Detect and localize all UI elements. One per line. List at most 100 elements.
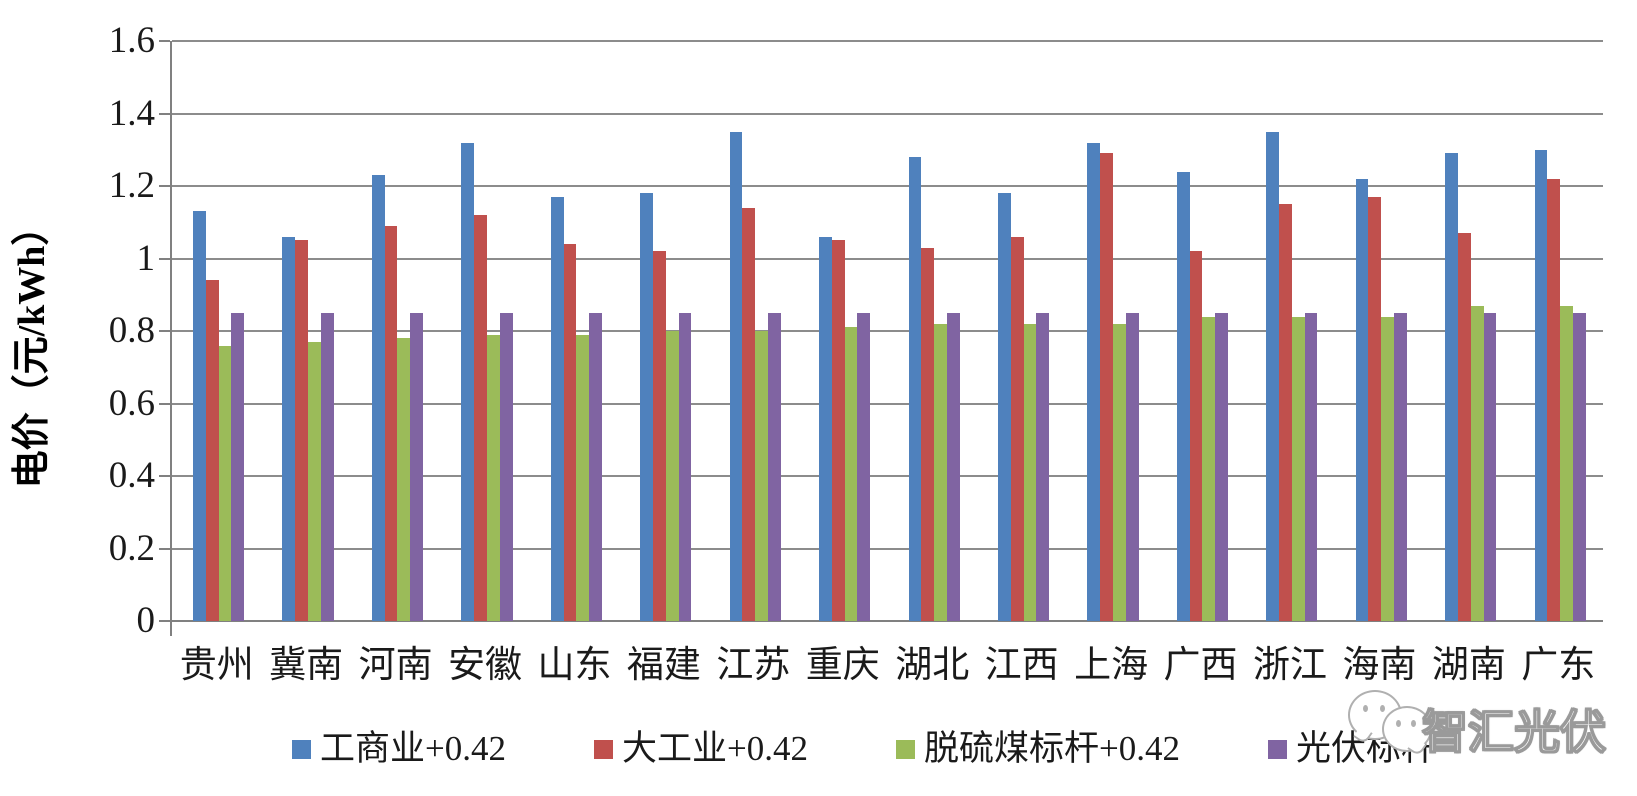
- y-axis-line: [170, 41, 172, 636]
- y-axis-tick-label: 0: [136, 600, 156, 641]
- legend-label: 工商业+0.42: [320, 729, 506, 768]
- y-tick-mark: [159, 185, 170, 187]
- legend-item: 工商业+0.42: [292, 728, 506, 770]
- x-axis-category-label: 广西: [1163, 645, 1238, 686]
- bar: [768, 312, 781, 621]
- gridline: [172, 547, 1603, 550]
- bar: [1381, 316, 1395, 621]
- x-axis-category-label: 贵州: [179, 645, 254, 686]
- bar: [1572, 312, 1586, 621]
- y-axis-tick-label: 1: [136, 237, 156, 279]
- legend-swatch-icon: [1268, 739, 1287, 759]
- gridline: [172, 402, 1603, 405]
- bar: [831, 240, 845, 621]
- bar: [589, 312, 602, 621]
- bar: [1010, 236, 1024, 621]
- x-axis-category-label: 山东: [537, 645, 612, 686]
- bar: [819, 236, 832, 621]
- bar: [499, 312, 513, 621]
- bar: [397, 338, 411, 621]
- legend-swatch-icon: [594, 739, 613, 759]
- bar: [576, 334, 590, 621]
- wechat-bubble-icon: [1382, 706, 1432, 757]
- x-axis-category-label: 海南: [1342, 645, 1417, 686]
- gridline: [172, 40, 1603, 42]
- bar: [1445, 153, 1458, 621]
- bar: [755, 331, 769, 621]
- bar: [640, 193, 653, 621]
- bar: [1457, 233, 1471, 621]
- gridline: [172, 257, 1603, 260]
- watermark-text: 智汇光伏: [1421, 706, 1607, 759]
- watermark: 智汇光伏: [1330, 688, 1630, 768]
- gridline: [172, 475, 1603, 477]
- x-axis-category-label: 湖北: [895, 645, 970, 686]
- bar: [1470, 305, 1484, 621]
- bar: [1355, 178, 1369, 621]
- bar: [371, 175, 385, 621]
- y-axis-tick-label: 0.6: [108, 382, 155, 424]
- bar: [486, 334, 500, 621]
- x-axis-category-label: 河南: [358, 645, 433, 686]
- legend-label: 大工业+0.42: [622, 729, 808, 768]
- bar: [921, 247, 935, 621]
- y-tick-mark: [159, 475, 170, 477]
- bar: [1202, 316, 1216, 621]
- bar: [320, 312, 334, 621]
- bar: [410, 312, 424, 621]
- x-axis-category-label: 安徽: [448, 645, 523, 686]
- bar: [1189, 251, 1203, 621]
- y-tick-mark: [159, 112, 170, 115]
- gridline: [172, 330, 1603, 332]
- y-tick-mark: [159, 402, 170, 405]
- y-axis-tick-label: 1.4: [108, 92, 155, 134]
- legend-label: 脱硫煤标杆+0.42: [924, 729, 1180, 768]
- bar: [1176, 171, 1190, 621]
- bar: [1560, 305, 1573, 621]
- gridline: [172, 112, 1603, 115]
- bar: [563, 244, 577, 621]
- bar: [308, 341, 321, 621]
- bar: [282, 236, 296, 621]
- bar: [742, 207, 756, 621]
- bar: [193, 211, 206, 621]
- bar: [384, 225, 398, 621]
- x-axis-category-label: 江苏: [716, 645, 791, 686]
- legend-swatch-icon: [292, 739, 311, 759]
- bar: [1483, 312, 1497, 621]
- bar: [665, 331, 679, 621]
- bar: [946, 312, 960, 621]
- bar: [474, 215, 487, 621]
- bar: [295, 240, 309, 621]
- bar: [997, 193, 1011, 621]
- chart-legend: 工商业+0.42 大工业+0.42 脱硫煤标杆+0.42 光伏标杆: [292, 728, 1436, 770]
- x-axis-category-label: 江西: [984, 645, 1059, 686]
- x-axis-category-label: 重庆: [805, 645, 880, 686]
- legend-item: 脱硫煤标杆+0.42: [896, 728, 1180, 770]
- x-axis-category-label: 广东: [1521, 645, 1596, 686]
- bar: [1100, 153, 1113, 621]
- bar: [550, 196, 564, 621]
- y-tick-mark: [159, 257, 170, 260]
- bar: [461, 142, 475, 621]
- bar: [652, 251, 666, 621]
- bar: [857, 312, 871, 621]
- y-axis-tick-label: 1.2: [108, 165, 155, 206]
- x-axis-category-label: 湖南: [1431, 645, 1506, 686]
- bar: [1534, 149, 1548, 621]
- bar: [844, 327, 858, 621]
- bar: [1087, 142, 1101, 621]
- x-axis-category-label: 福建: [626, 645, 701, 686]
- bar: [1547, 178, 1561, 621]
- y-tick-mark: [159, 547, 170, 550]
- y-axis-tick-label: 0.2: [108, 527, 155, 569]
- bar: [1266, 131, 1280, 621]
- bar: [1368, 196, 1382, 621]
- y-axis-tick-label: 0.8: [108, 310, 155, 351]
- bar: [205, 280, 219, 621]
- bar: [1304, 312, 1318, 621]
- bar: [218, 345, 232, 621]
- gridline: [172, 185, 1603, 187]
- bar: [1112, 323, 1126, 621]
